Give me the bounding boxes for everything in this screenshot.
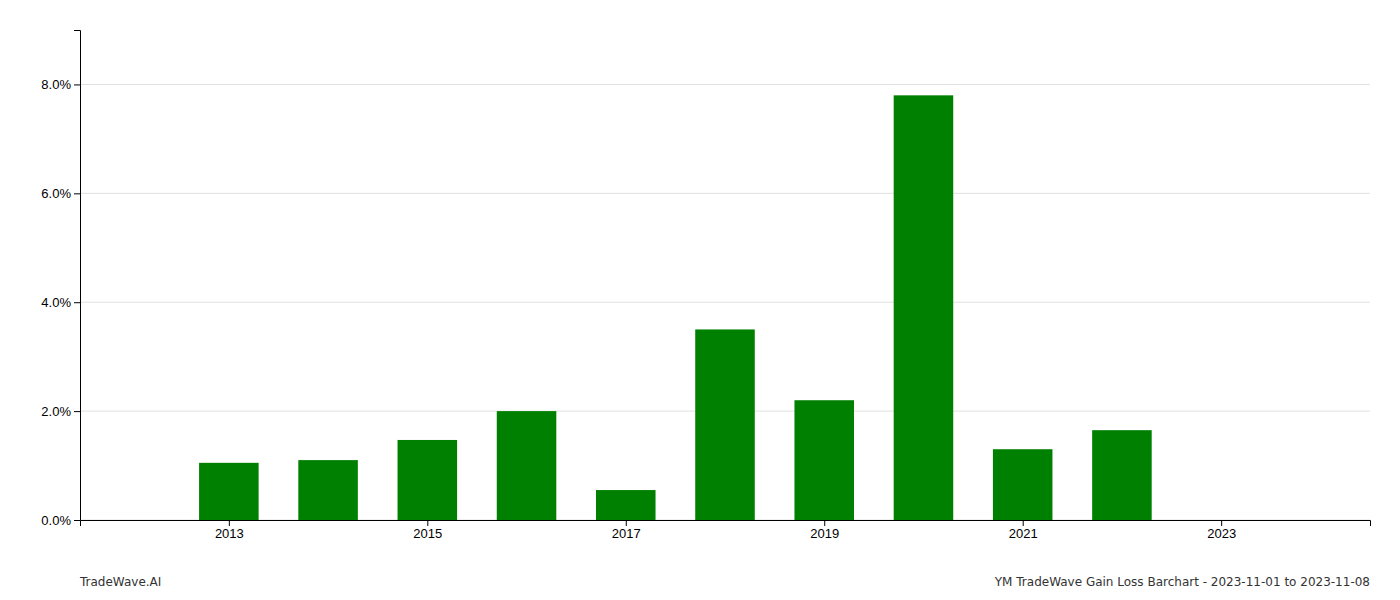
tick-mark <box>74 84 80 85</box>
bar <box>794 400 854 520</box>
tick-label: 2017 <box>612 526 641 541</box>
tick: 2023 <box>1207 520 1236 541</box>
footer-text: YM TradeWave Gain Loss Barchart - 2023-1… <box>994 575 1370 589</box>
tick-label: 2023 <box>1207 526 1236 541</box>
tick-label: 2013 <box>215 526 244 541</box>
bars <box>199 95 1152 520</box>
tick-label: 8.0% <box>41 77 71 92</box>
tick: 0.0% <box>41 513 80 528</box>
tick: 2017 <box>612 520 641 541</box>
axis-line <box>74 31 81 521</box>
tick: 2015 <box>413 520 442 541</box>
tick-label: 2015 <box>413 526 442 541</box>
axis-line <box>81 521 1371 527</box>
tick-mark <box>1221 520 1222 526</box>
tick: 4.0% <box>41 295 80 310</box>
grid-line <box>80 302 1370 303</box>
tick-mark <box>626 520 627 526</box>
tick: 2013 <box>215 520 244 541</box>
grid <box>80 84 1370 520</box>
bar <box>1092 430 1152 520</box>
bar <box>695 329 755 520</box>
tick-label: 4.0% <box>41 295 71 310</box>
bar <box>894 95 954 520</box>
tick-mark <box>74 193 80 194</box>
tick-mark <box>74 302 80 303</box>
tick-label: 2019 <box>810 526 839 541</box>
tick-label: 2021 <box>1009 526 1038 541</box>
bar <box>596 490 656 520</box>
chart: 0.0% 2.0% 4.0% 6.0% 8.0% 2013 2015 2017 2019 2021… <box>0 0 1400 600</box>
tick: 2019 <box>810 520 839 541</box>
tick-mark <box>229 520 230 526</box>
bar <box>497 411 557 520</box>
tick: 2021 <box>1009 520 1038 541</box>
tick: 8.0% <box>41 77 80 92</box>
tick: 2.0% <box>41 404 80 419</box>
grid-line <box>80 84 1370 85</box>
bar <box>1191 520 1251 521</box>
tick-mark <box>74 411 80 412</box>
tick-mark <box>74 520 80 521</box>
bar <box>993 449 1053 520</box>
bar <box>398 440 458 520</box>
grid-line <box>80 193 1370 194</box>
footer-text: TradeWave.AI <box>79 575 161 589</box>
bar <box>298 460 358 520</box>
tick-label: 2.0% <box>41 404 71 419</box>
tick-label: 0.0% <box>41 513 71 528</box>
tick-mark <box>1023 520 1024 526</box>
tick-mark <box>824 520 825 526</box>
bar <box>199 463 259 520</box>
y-axis: 0.0% 2.0% 4.0% 6.0% 8.0% <box>41 31 80 528</box>
tick-label: 6.0% <box>41 186 71 201</box>
tick-mark <box>427 520 428 526</box>
plot: 0.0% 2.0% 4.0% 6.0% 8.0% 2013 2015 2017 2019 2021… <box>41 31 1370 542</box>
x-axis: 2013 2015 2017 2019 2021 2023 <box>81 520 1371 541</box>
tick: 6.0% <box>41 186 80 201</box>
